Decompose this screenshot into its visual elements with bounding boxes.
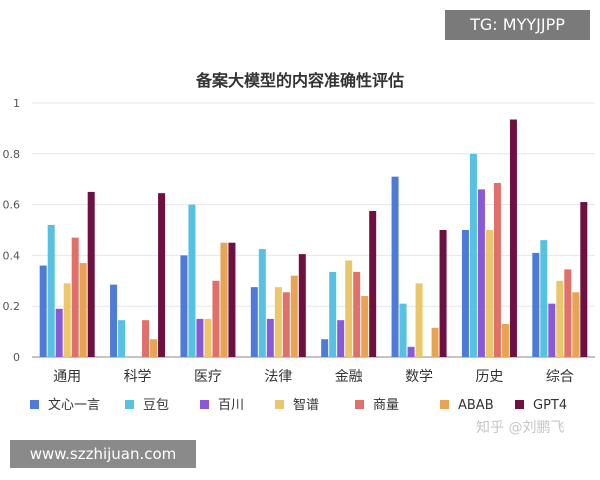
bar-豆包-历史	[469, 153, 477, 357]
legend-swatch	[125, 400, 134, 409]
bar-百川-医疗	[196, 318, 204, 357]
legend-swatch	[515, 400, 524, 409]
bar-智谱-综合	[556, 280, 564, 357]
bar-GPT4-数学	[439, 230, 447, 357]
bar-百川-历史	[477, 189, 485, 357]
legend-label: ABAB	[458, 398, 494, 413]
bar-文心一言-数学	[391, 176, 399, 357]
bar-豆包-金融	[329, 271, 337, 357]
bar-豆包-法律	[258, 249, 266, 357]
bar-豆包-通用	[47, 224, 55, 357]
bar-文心一言-历史	[461, 230, 469, 357]
bar-百川-综合	[548, 303, 556, 357]
bar-GPT4-综合	[580, 202, 588, 357]
legend-label: 智谱	[293, 398, 319, 413]
legend-swatch	[275, 400, 284, 409]
bar-智谱-法律	[274, 287, 282, 357]
y-tick-label: 0	[13, 351, 20, 364]
bar-ABAB-金融	[361, 296, 369, 357]
bar-智谱-金融	[345, 260, 353, 357]
bar-豆包-科学	[118, 320, 126, 357]
bar-商量-历史	[493, 183, 501, 357]
bar-ABAB-法律	[290, 275, 298, 357]
bar-文心一言-科学	[110, 284, 118, 357]
bar-ABAB-通用	[79, 263, 87, 357]
x-tick-label: 法律	[264, 369, 292, 385]
bar-商量-通用	[71, 237, 79, 357]
bar-文心一言-医疗	[180, 255, 188, 357]
bar-GPT4-历史	[509, 119, 517, 357]
legend-swatch	[440, 400, 449, 409]
bar-ABAB-医疗	[220, 242, 228, 357]
bar-文心一言-通用	[39, 265, 47, 357]
bar-ABAB-综合	[572, 292, 580, 357]
watermark-tg: TG: MYYJJPP	[445, 10, 590, 40]
bar-文心一言-金融	[321, 339, 329, 357]
bar-ABAB-历史	[501, 323, 509, 357]
legend-swatch	[355, 400, 364, 409]
bar-ABAB-数学	[431, 327, 439, 357]
bar-豆包-数学	[399, 303, 407, 357]
bar-百川-数学	[407, 346, 415, 357]
bar-ABAB-科学	[150, 339, 158, 357]
bar-商量-综合	[564, 269, 572, 357]
x-tick-label: 数学	[405, 369, 433, 385]
bar-百川-金融	[337, 320, 345, 357]
x-tick-label: 金融	[335, 369, 363, 385]
legend-label: GPT4	[533, 398, 567, 413]
x-tick-label: 综合	[546, 369, 574, 385]
bar-GPT4-通用	[87, 191, 95, 357]
legend-label: 百川	[218, 398, 244, 413]
bar-商量-科学	[142, 320, 150, 357]
legend-label: 商量	[373, 398, 399, 413]
x-tick-label: 通用	[53, 369, 81, 385]
bar-商量-金融	[353, 271, 361, 357]
bar-文心一言-综合	[532, 252, 540, 357]
legend-label: 文心一言	[48, 398, 100, 413]
y-tick-label: 0.8	[3, 148, 21, 161]
x-tick-label: 医疗	[194, 369, 222, 385]
x-tick-label: 历史	[475, 369, 503, 385]
bar-百川-通用	[55, 308, 63, 357]
bar-智谱-数学	[415, 283, 423, 357]
watermark-site: www.szzhijuan.com	[10, 440, 196, 468]
x-tick-label: 科学	[124, 369, 152, 385]
legend-swatch	[30, 400, 39, 409]
y-tick-label: 1	[13, 97, 20, 110]
chart-title: 备案大模型的内容准确性评估	[195, 71, 404, 90]
bar-豆包-综合	[540, 240, 548, 357]
y-tick-label: 0.4	[3, 249, 21, 262]
bar-豆包-医疗	[188, 204, 196, 357]
bar-文心一言-法律	[250, 287, 258, 357]
bar-百川-法律	[266, 318, 274, 357]
bar-GPT4-法律	[298, 254, 306, 357]
bar-GPT4-金融	[369, 210, 377, 357]
y-tick-label: 0.2	[3, 300, 21, 313]
bar-智谱-医疗	[204, 318, 212, 357]
bar-智谱-通用	[63, 283, 71, 357]
watermark-zhihu: 知乎 @刘鹏飞	[476, 420, 565, 436]
bar-商量-法律	[282, 292, 290, 357]
bar-商量-医疗	[212, 280, 220, 357]
bar-智谱-历史	[485, 230, 493, 357]
legend-swatch	[200, 400, 209, 409]
y-tick-label: 0.6	[3, 199, 21, 212]
bar-GPT4-医疗	[228, 242, 236, 357]
bar-GPT4-科学	[158, 193, 166, 357]
legend-label: 豆包	[143, 398, 169, 413]
